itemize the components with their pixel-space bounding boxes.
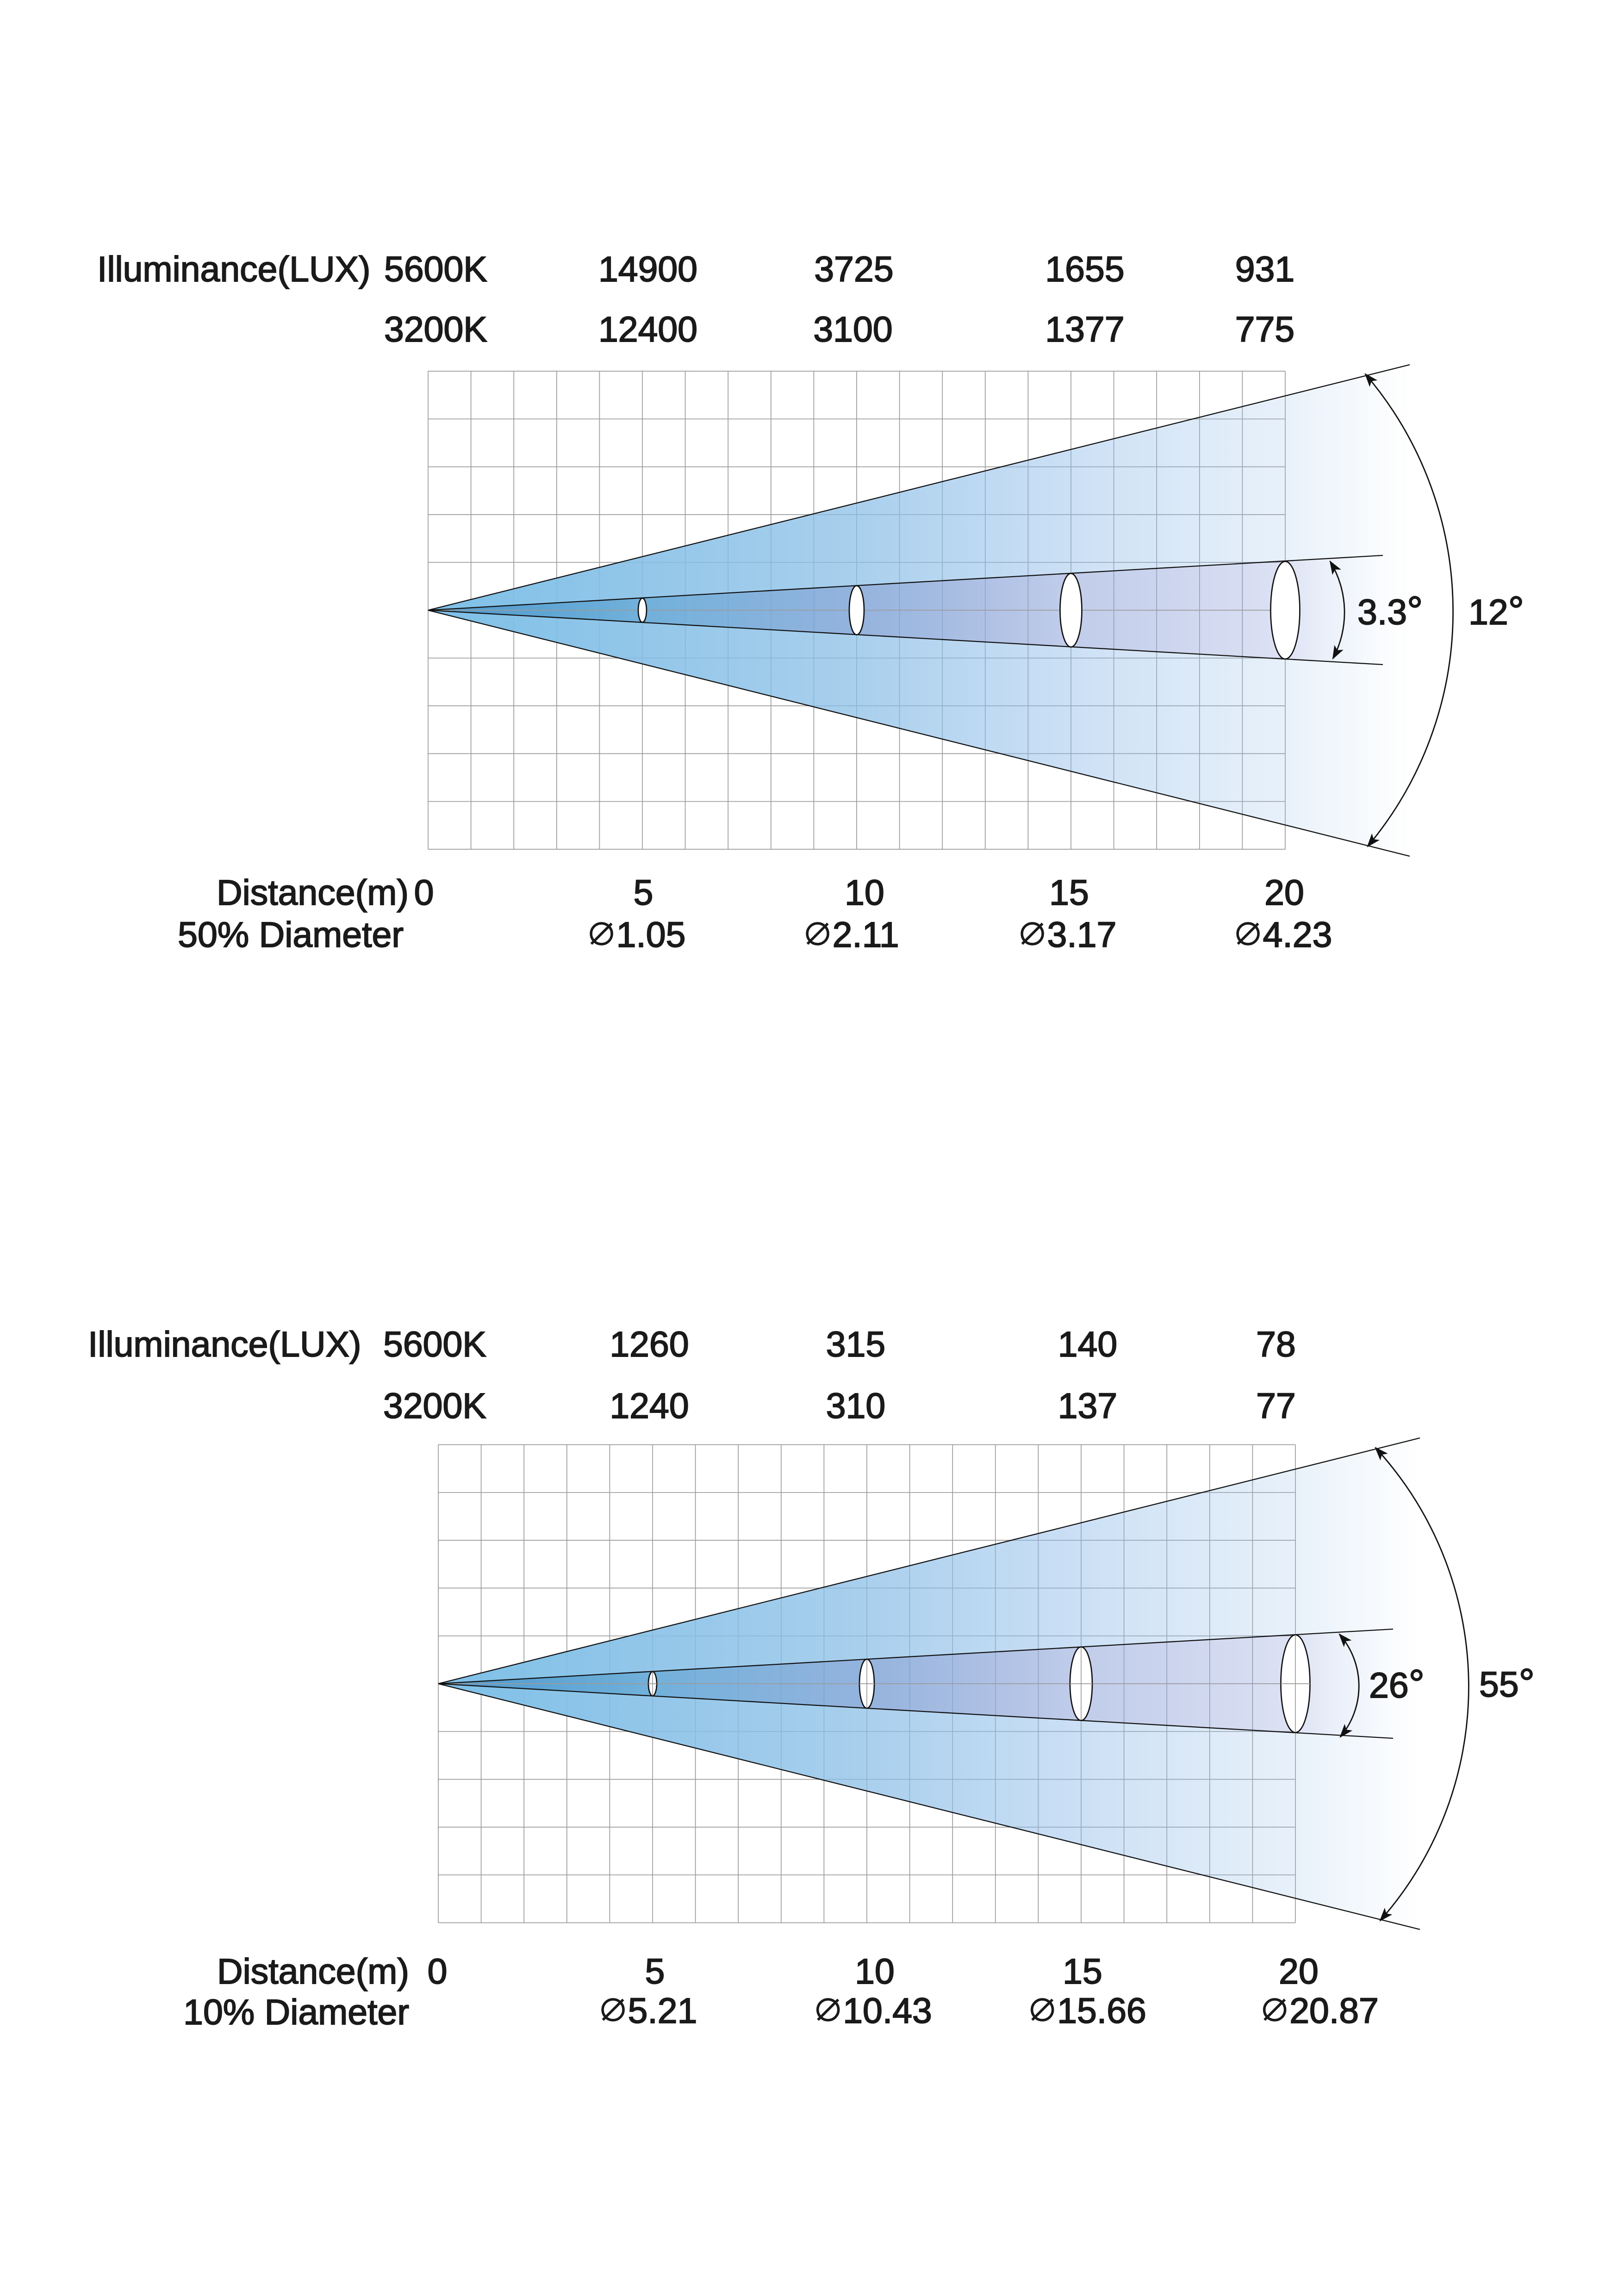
svg-text:3725: 3725: [814, 249, 893, 289]
svg-text:1240: 1240: [610, 1386, 689, 1426]
svg-text:20: 20: [1279, 1952, 1319, 1991]
svg-text:1260: 1260: [610, 1325, 689, 1364]
svg-text:5: 5: [645, 1952, 665, 1991]
svg-text:20.87: 20.87: [1289, 1991, 1379, 2031]
svg-text:20: 20: [1264, 873, 1304, 913]
svg-text:931: 931: [1235, 249, 1294, 289]
svg-text:3200K: 3200K: [384, 310, 487, 349]
svg-text:Illuminance(LUX): Illuminance(LUX): [97, 249, 371, 289]
svg-text:2.11: 2.11: [833, 915, 899, 955]
svg-text:5: 5: [634, 873, 653, 913]
svg-text:5600K: 5600K: [383, 1325, 486, 1364]
svg-text:26°: 26°: [1369, 1662, 1425, 1706]
svg-text:10.43: 10.43: [843, 1991, 932, 2031]
svg-text:315: 315: [826, 1325, 885, 1364]
svg-text:Distance(m): Distance(m): [217, 873, 409, 913]
svg-text:10% Diameter: 10% Diameter: [183, 1992, 409, 2032]
svg-text:1377: 1377: [1045, 310, 1124, 349]
svg-text:5.21: 5.21: [628, 1991, 697, 2031]
svg-text:Distance(m): Distance(m): [217, 1952, 409, 1991]
svg-text:3100: 3100: [813, 310, 892, 349]
svg-text:12°: 12°: [1468, 589, 1524, 633]
svg-text:3200K: 3200K: [383, 1386, 486, 1426]
svg-text:3.3°: 3.3°: [1357, 589, 1423, 633]
svg-text:15.66: 15.66: [1057, 1991, 1146, 2031]
svg-text:775: 775: [1235, 310, 1294, 349]
svg-text:Illuminance(LUX): Illuminance(LUX): [88, 1325, 361, 1364]
svg-text:10: 10: [845, 873, 884, 913]
svg-text:5600K: 5600K: [384, 249, 487, 289]
svg-text:0: 0: [414, 873, 434, 913]
svg-text:12400: 12400: [598, 310, 697, 349]
svg-text:14900: 14900: [598, 249, 697, 289]
svg-text:50% Diameter: 50% Diameter: [178, 915, 404, 955]
svg-text:0: 0: [428, 1952, 448, 1991]
svg-text:1655: 1655: [1045, 249, 1124, 289]
svg-text:55°: 55°: [1479, 1661, 1535, 1705]
svg-text:78: 78: [1256, 1325, 1296, 1364]
svg-text:1.05: 1.05: [616, 915, 686, 955]
svg-text:15: 15: [1049, 873, 1089, 913]
svg-text:310: 310: [826, 1386, 885, 1426]
svg-text:4.23: 4.23: [1263, 915, 1332, 955]
svg-text:3.17: 3.17: [1047, 915, 1117, 955]
svg-text:15: 15: [1063, 1952, 1102, 1991]
svg-text:140: 140: [1058, 1325, 1117, 1364]
svg-text:10: 10: [855, 1952, 895, 1991]
svg-text:137: 137: [1058, 1386, 1117, 1426]
svg-text:77: 77: [1256, 1386, 1296, 1426]
